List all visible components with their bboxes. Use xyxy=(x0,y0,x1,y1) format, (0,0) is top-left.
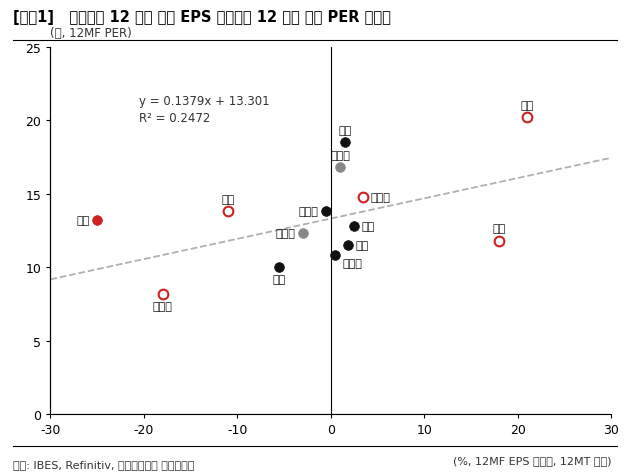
Text: 한국: 한국 xyxy=(76,216,89,226)
Text: R² = 0.2472: R² = 0.2472 xyxy=(139,112,210,125)
Text: 영국: 영국 xyxy=(273,275,286,285)
Text: 중국: 중국 xyxy=(492,224,506,234)
Text: 미국: 미국 xyxy=(338,126,352,136)
Text: 대만: 대만 xyxy=(221,195,234,205)
Text: (%, 12MF EPS 성장률, 12MT 대비): (%, 12MF EPS 성장률, 12MT 대비) xyxy=(452,455,611,465)
Text: 신흥국: 신흥국 xyxy=(343,259,363,268)
Text: 캐나다: 캐나다 xyxy=(299,207,319,217)
Text: 선진국: 선진국 xyxy=(330,150,350,160)
Text: 프랑스: 프랑스 xyxy=(275,229,295,239)
Text: 독일: 독일 xyxy=(355,240,369,250)
Text: (배, 12MF PER): (배, 12MF PER) xyxy=(50,27,132,40)
Text: 사우디: 사우디 xyxy=(371,192,391,202)
Text: 브라질: 브라질 xyxy=(152,301,173,311)
Text: y = 0.1379x + 13.301: y = 0.1379x + 13.301 xyxy=(139,95,270,108)
Text: 자료: IBES, Refinitiv, 한화투자증권 리서치센터: 자료: IBES, Refinitiv, 한화투자증권 리서치센터 xyxy=(13,459,194,469)
Text: [그림1]   주요국의 12 개월 예상 EPS 성장률과 12 개월 예상 PER 산포도: [그림1] 주요국의 12 개월 예상 EPS 성장률과 12 개월 예상 PE… xyxy=(13,10,391,24)
Text: 인도: 인도 xyxy=(520,100,534,110)
Text: 일본: 일본 xyxy=(362,221,375,231)
